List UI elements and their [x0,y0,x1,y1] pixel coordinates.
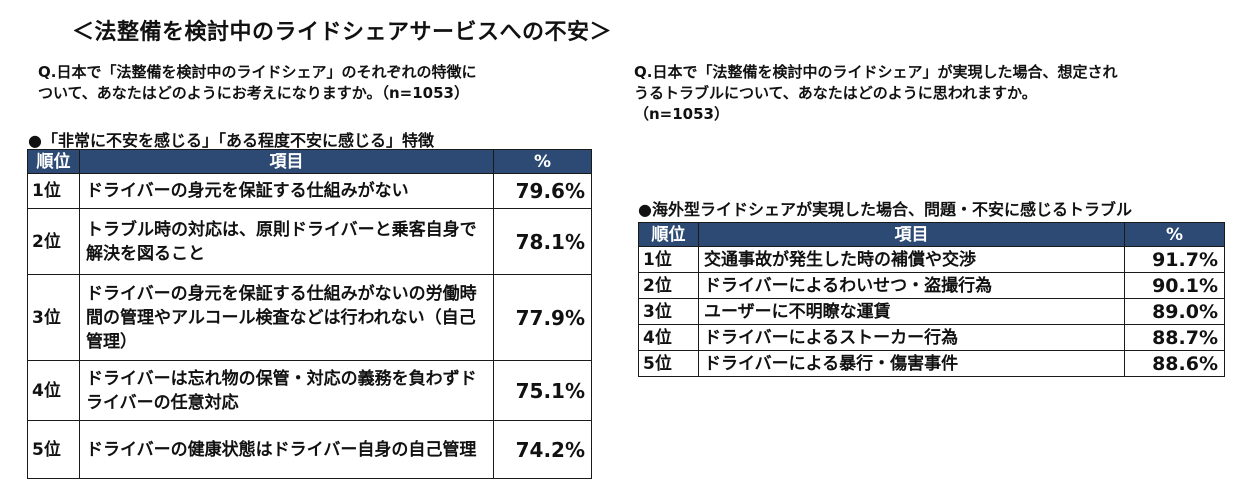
item-cell: ドライバーによるストーカー行為 [698,324,1125,351]
rank-cell: 3位 [638,298,699,325]
left-question-line-2: ついて、あなたはどのようにお考えになりますか。（n=1053） [38,84,469,102]
rank-cell: 3位 [27,274,80,361]
header-percent: % [1124,222,1225,247]
header-item: 項目 [698,222,1125,247]
rank-cell: 2位 [638,272,699,299]
item-cell: ドライバーによる暴行・傷害事件 [698,350,1125,377]
rank-cell: 5位 [27,420,80,479]
right-ranking-table: 順位 項目 % 1位 交通事故が発生した時の補償や交渉 91.7% 2位 ドライ… [638,222,1225,377]
table-row: 3位 ユーザーに不明瞭な運賃 89.0% [638,298,1225,325]
item-cell: ドライバーの健康状態はドライバー自身の自己管理 [79,420,494,479]
table-row: 4位 ドライバーによるストーカー行為 88.7% [638,324,1225,351]
rank-cell: 2位 [27,208,80,275]
percent-cell: 78.1% [493,208,592,275]
header-rank: 順位 [27,149,80,174]
rank-cell: 1位 [638,246,699,273]
table-row: 5位 ドライバーの健康状態はドライバー自身の自己管理 74.2% [27,420,592,479]
percent-cell: 74.2% [493,420,592,479]
table-row: 4位 ドライバーは忘れ物の保管・対応の義務を負わずドライバーの任意対応 75.1… [27,360,592,421]
left-question: Q.日本で「法整備を検討中のライドシェア」のそれぞれの特徴に ついて、あなたはど… [38,62,476,104]
header-rank: 順位 [638,222,699,247]
rank-cell: 4位 [638,324,699,351]
right-table-caption: ●海外型ライドシェアが実現した場合、問題・不安に感じるトラブル [638,200,1132,219]
percent-cell: 79.6% [493,173,592,209]
table-row: 2位 ドライバーによるわいせつ・盗撮行為 90.1% [638,272,1225,299]
header-percent: % [493,149,592,174]
rank-cell: 4位 [27,360,80,421]
percent-cell: 88.7% [1124,324,1225,351]
left-table-caption: ●「非常に不安を感じる」「ある程度不安に感じる」特徴 [28,131,434,150]
left-ranking-table: 順位 項目 % 1位 ドライバーの身元を保証する仕組みがない 79.6% 2位 … [27,149,592,479]
page-title: ＜法整備を検討中のライドシェアサービスへの不安＞ [72,20,613,45]
percent-cell: 77.9% [493,274,592,361]
item-cell: ドライバーによるわいせつ・盗撮行為 [698,272,1125,299]
table-row: 2位 トラブル時の対応は、原則ドライバーと乗客自身で解決を図ること 78.1% [27,208,592,275]
percent-cell: 91.7% [1124,246,1225,273]
item-cell: ドライバーの身元を保証する仕組みがない [79,173,494,209]
right-question-line-3: （n=1053） [634,105,729,123]
item-cell: 交通事故が発生した時の補償や交渉 [698,246,1125,273]
percent-cell: 89.0% [1124,298,1225,325]
table-header-row: 順位 項目 % [638,222,1225,247]
item-cell: ユーザーに不明瞭な運賃 [698,298,1125,325]
percent-cell: 88.6% [1124,350,1225,377]
percent-cell: 90.1% [1124,272,1225,299]
item-cell: トラブル時の対応は、原則ドライバーと乗客自身で解決を図ること [79,208,494,275]
rank-cell: 5位 [638,350,699,377]
table-row: 1位 ドライバーの身元を保証する仕組みがない 79.6% [27,173,592,209]
table-header-row: 順位 項目 % [27,149,592,174]
right-question: Q.日本で「法整備を検討中のライドシェア」が実現した場合、想定され うるトラブル… [634,62,1117,125]
percent-cell: 75.1% [493,360,592,421]
left-question-line-1: Q.日本で「法整備を検討中のライドシェア」のそれぞれの特徴に [38,63,477,81]
table-row: 1位 交通事故が発生した時の補償や交渉 91.7% [638,246,1225,273]
item-cell: ドライバーは忘れ物の保管・対応の義務を負わずドライバーの任意対応 [79,360,494,421]
table-row: 3位 ドライバーの身元を保証する仕組みがないの労働時間の管理やアルコール検査など… [27,274,592,361]
right-question-line-2: うるトラブルについて、あなたはどのように思われますか。 [634,84,1037,102]
table-row: 5位 ドライバーによる暴行・傷害事件 88.6% [638,350,1225,377]
header-item: 項目 [79,149,494,174]
rank-cell: 1位 [27,173,80,209]
right-question-line-1: Q.日本で「法整備を検討中のライドシェア」が実現した場合、想定され [634,63,1118,81]
item-cell: ドライバーの身元を保証する仕組みがないの労働時間の管理やアルコール検査などは行わ… [79,274,494,361]
